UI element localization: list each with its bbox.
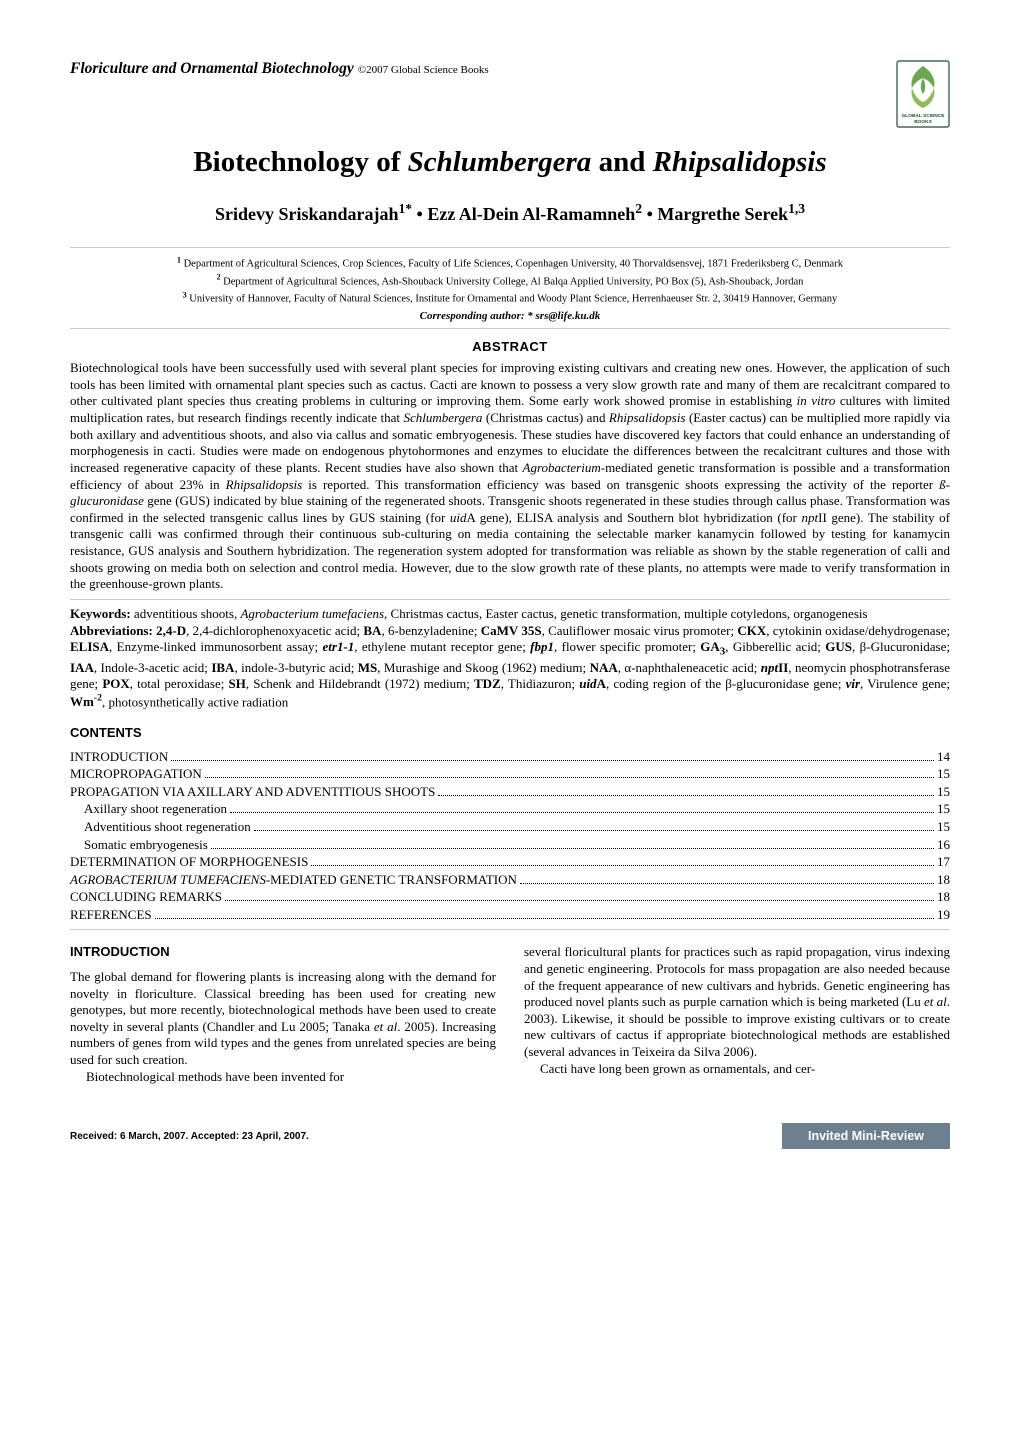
toc-page: 17 bbox=[937, 853, 950, 871]
abstract-heading: ABSTRACT bbox=[70, 339, 950, 354]
toc-page: 16 bbox=[937, 836, 950, 854]
publisher-logo-icon: GLOBAL SCIENCE BOOKS bbox=[896, 60, 950, 128]
toc-row: Adventitious shoot regeneration 15 bbox=[70, 818, 950, 836]
abstract-body: Biotechnological tools have been success… bbox=[70, 360, 950, 593]
table-of-contents: INTRODUCTION 14 MICROPROPAGATION 15 PROPAG… bbox=[70, 748, 950, 923]
article-type-badge: Invited Mini-Review bbox=[782, 1123, 950, 1149]
toc-dots bbox=[171, 749, 934, 760]
toc-row: REFERENCES 19 bbox=[70, 906, 950, 924]
toc-row: PROPAGATION VIA AXILLARY AND ADVENTITIOU… bbox=[70, 783, 950, 801]
toc-row: CONCLUDING REMARKS 18 bbox=[70, 888, 950, 906]
affiliation-2: 2 Department of Agricultural Sciences, A… bbox=[70, 272, 950, 290]
toc-dots bbox=[311, 855, 934, 866]
toc-page: 14 bbox=[937, 748, 950, 766]
toc-row: DETERMINATION OF MORPHOGENESIS 17 bbox=[70, 853, 950, 871]
toc-label: REFERENCES bbox=[70, 906, 152, 924]
header-row: Floriculture and Ornamental Biotechnolog… bbox=[70, 60, 950, 128]
toc-dots bbox=[230, 802, 934, 813]
toc-label: Adventitious shoot regeneration bbox=[84, 818, 251, 836]
abbreviations-body: 2,4-D, 2,4-dichlorophenoxyacetic acid; B… bbox=[70, 623, 950, 710]
toc-page: 15 bbox=[937, 783, 950, 801]
footer: Received: 6 March, 2007. Accepted: 23 Ap… bbox=[70, 1123, 950, 1149]
toc-label: Axillary shoot regeneration bbox=[84, 800, 227, 818]
affiliation-3: 3 University of Hannover, Faculty of Nat… bbox=[70, 289, 950, 307]
affiliations: 1 Department of Agricultural Sciences, C… bbox=[70, 254, 950, 307]
toc-label: Somatic embryogenesis bbox=[84, 836, 208, 854]
paper-title: Biotechnology of Schlumbergera and Rhips… bbox=[70, 146, 950, 179]
authors-line: Sridevy Sriskandarajah1* • Ezz Al-Dein A… bbox=[70, 201, 950, 225]
toc-page: 15 bbox=[937, 765, 950, 783]
journal-title: Floriculture and Ornamental Biotechnolog… bbox=[70, 60, 354, 77]
rule-after-toc bbox=[70, 929, 950, 930]
toc-dots bbox=[225, 890, 934, 901]
keywords: Keywords: adventitious shoots, Agrobacte… bbox=[70, 606, 950, 623]
corresponding-author: Corresponding author: * srs@life.ku.dk bbox=[70, 310, 950, 322]
toc-dots bbox=[438, 785, 934, 796]
toc-dots bbox=[155, 907, 934, 918]
toc-page: 15 bbox=[937, 800, 950, 818]
received-accepted: Received: 6 March, 2007. Accepted: 23 Ap… bbox=[70, 1131, 309, 1142]
toc-dots bbox=[205, 767, 934, 778]
toc-row: MICROPROPAGATION 15 bbox=[70, 765, 950, 783]
toc-label: MICROPROPAGATION bbox=[70, 765, 202, 783]
affiliation-1: 1 Department of Agricultural Sciences, C… bbox=[70, 254, 950, 272]
intro-paragraph-1: The global demand for flowering plants i… bbox=[70, 969, 496, 1069]
toc-dots bbox=[211, 837, 934, 848]
two-column-body: INTRODUCTION The global demand for flowe… bbox=[70, 944, 950, 1085]
intro-paragraph-2: Biotechnological methods have been inven… bbox=[70, 1069, 496, 1086]
toc-row: AGROBACTERIUM TUMEFACIENS-MEDIATED GENET… bbox=[70, 871, 950, 889]
toc-label: AGROBACTERIUM TUMEFACIENS-MEDIATED GENET… bbox=[70, 871, 517, 889]
rule-after-affil bbox=[70, 328, 950, 329]
svg-text:BOOKS: BOOKS bbox=[914, 119, 932, 125]
rule-after-abstract bbox=[70, 599, 950, 600]
toc-dots bbox=[254, 820, 934, 831]
contents-heading: CONTENTS bbox=[70, 725, 950, 740]
column-right: several floricultural plants for practic… bbox=[524, 944, 950, 1085]
rule-top bbox=[70, 247, 950, 248]
journal-copyright: ©2007 Global Science Books bbox=[358, 64, 489, 76]
intro-paragraph-4: Cacti have long been grown as ornamental… bbox=[524, 1061, 950, 1078]
toc-row: Axillary shoot regeneration 15 bbox=[70, 800, 950, 818]
keywords-label: Keywords: bbox=[70, 606, 131, 621]
toc-label: DETERMINATION OF MORPHOGENESIS bbox=[70, 853, 308, 871]
abbreviations: Abbreviations: 2,4-D, 2,4-dichlorophenox… bbox=[70, 623, 950, 711]
toc-page: 19 bbox=[937, 906, 950, 924]
journal-line: Floriculture and Ornamental Biotechnolog… bbox=[70, 60, 489, 78]
introduction-heading: INTRODUCTION bbox=[70, 944, 496, 961]
toc-label: INTRODUCTION bbox=[70, 748, 168, 766]
toc-page: 18 bbox=[937, 888, 950, 906]
svg-text:GLOBAL SCIENCE: GLOBAL SCIENCE bbox=[902, 113, 946, 119]
toc-page: 18 bbox=[937, 871, 950, 889]
toc-label: CONCLUDING REMARKS bbox=[70, 888, 222, 906]
toc-row: Somatic embryogenesis 16 bbox=[70, 836, 950, 854]
page: Floriculture and Ornamental Biotechnolog… bbox=[0, 0, 1020, 1189]
column-left: INTRODUCTION The global demand for flowe… bbox=[70, 944, 496, 1085]
abbreviations-label: Abbreviations: bbox=[70, 623, 153, 638]
intro-paragraph-3: several floricultural plants for practic… bbox=[524, 944, 950, 1060]
toc-dots bbox=[520, 872, 934, 883]
toc-label: PROPAGATION VIA AXILLARY AND ADVENTITIOU… bbox=[70, 783, 435, 801]
toc-page: 15 bbox=[937, 818, 950, 836]
toc-row: INTRODUCTION 14 bbox=[70, 748, 950, 766]
